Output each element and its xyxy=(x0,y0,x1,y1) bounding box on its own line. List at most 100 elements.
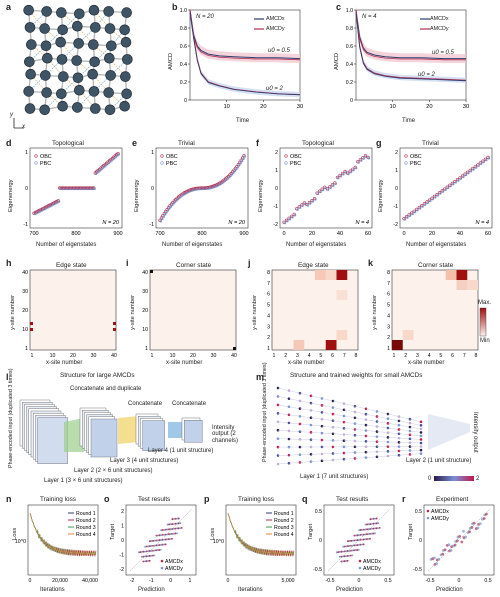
scatter-point xyxy=(152,544,154,547)
layer-face xyxy=(91,419,117,457)
pbc-point xyxy=(403,218,407,221)
title-l: Structure for large AMCDs xyxy=(60,372,135,379)
weight-node xyxy=(353,422,357,425)
plot-frame xyxy=(155,147,249,229)
pbc-point xyxy=(234,167,238,171)
legend-amcd: AMCDx xyxy=(165,559,183,565)
y-tick-label: 0.8 xyxy=(346,26,353,32)
weight-node xyxy=(331,432,335,436)
weight-edge xyxy=(409,426,422,430)
scatter-point xyxy=(161,534,164,536)
weight-edge xyxy=(409,430,422,433)
weight-edge xyxy=(409,422,422,426)
scatter-point xyxy=(355,534,357,537)
x-tick-label: 4 xyxy=(428,353,431,359)
weight-edge xyxy=(310,460,323,462)
scatter-point xyxy=(348,540,351,542)
concat2-l: Concatenate xyxy=(172,401,207,407)
x-tick-label: 40 xyxy=(111,353,117,359)
ylabel-q: Target xyxy=(308,523,314,540)
x-tick-label: 7 xyxy=(463,353,466,359)
scatter-point xyxy=(366,528,368,531)
lattice-site xyxy=(26,39,37,50)
cbar-max-k: Max. xyxy=(478,300,492,306)
weight-edge xyxy=(310,402,323,406)
weight-node xyxy=(375,425,379,428)
legend-marker xyxy=(160,566,164,570)
n-text: N = 20 xyxy=(102,220,120,226)
lattice-site xyxy=(55,36,66,48)
x-tick-label: 700 xyxy=(155,231,164,237)
scatter-point xyxy=(478,522,482,525)
weight-edge xyxy=(343,434,356,436)
weight-node xyxy=(309,431,313,434)
y-tick-label: 1 xyxy=(145,346,148,352)
weight-edge xyxy=(398,420,411,424)
pbc-point xyxy=(286,219,289,223)
scatter-point xyxy=(354,539,357,542)
weight-node xyxy=(419,431,423,434)
scatter-point xyxy=(177,527,180,530)
scatter-point xyxy=(163,538,166,541)
x-tick-label: 3 xyxy=(416,353,419,359)
scatter-point xyxy=(145,550,148,553)
scatter-point xyxy=(161,543,164,546)
x-tick-label: 1 xyxy=(31,353,34,359)
series-line-AMCDx xyxy=(355,9,466,60)
scatter-point xyxy=(176,517,178,520)
lattice-site xyxy=(74,84,85,96)
xlabel-j: x-site number xyxy=(288,360,325,366)
y-tick-label: 0.6 xyxy=(346,44,353,50)
y-tick-label: 40 xyxy=(142,270,148,276)
layer1-m: Layer 1 (7 unit structures) xyxy=(300,474,369,480)
weight-node xyxy=(287,413,291,417)
heat-cell xyxy=(456,280,468,290)
weight-node xyxy=(287,389,291,392)
lattice-site xyxy=(41,87,52,98)
scatter-point xyxy=(367,538,370,540)
y-tick-label: 0.8 xyxy=(180,26,187,32)
lattice-site xyxy=(57,24,68,36)
pbc-point xyxy=(487,156,491,160)
lattice-site xyxy=(72,102,83,113)
lattice-site xyxy=(39,104,50,116)
layer-block xyxy=(90,418,118,458)
pbc-point xyxy=(311,200,315,203)
x-tick-label: 10 xyxy=(223,104,229,110)
pbc-point xyxy=(331,184,335,187)
scatter-point xyxy=(369,537,371,540)
title-d: Topological xyxy=(52,140,84,147)
scatter-point xyxy=(361,538,364,541)
panel-label-p: p xyxy=(204,494,210,504)
weight-node xyxy=(298,422,302,426)
pbc-point xyxy=(93,187,96,191)
scatter-point xyxy=(165,528,167,531)
scatter-point xyxy=(157,534,159,537)
scatter-point xyxy=(356,544,359,546)
pbc-point xyxy=(339,174,343,178)
scatter-point xyxy=(443,548,447,552)
legend-round: Round 2 xyxy=(76,518,96,524)
legend-obc: OBC xyxy=(40,154,52,160)
scatter-point xyxy=(164,538,167,541)
y-tick-label: 4 xyxy=(267,313,270,319)
weight-node xyxy=(419,438,423,441)
pbc-point xyxy=(326,188,330,191)
scatter-point xyxy=(366,523,369,526)
weight-node xyxy=(320,445,324,449)
scatter-point xyxy=(372,522,375,525)
scatter-point xyxy=(375,527,378,530)
heatmap-j: 1 2 3 4 5 6 7 8 1 2 3 4 5 6 7 8 xyxy=(267,269,359,359)
scatter-point xyxy=(143,560,146,563)
plot-frame xyxy=(423,504,495,576)
scatter-point xyxy=(369,523,372,525)
y-tick-label: 0.6 xyxy=(180,44,187,50)
heat-cell xyxy=(336,290,348,300)
weight-edge xyxy=(332,407,345,410)
flow-yellow xyxy=(118,416,140,444)
y-tick-label: 1 xyxy=(151,150,154,156)
y-tick-label: 0.2 xyxy=(346,80,353,86)
scatter-point xyxy=(377,527,379,529)
panel-label-r: r xyxy=(402,494,406,504)
